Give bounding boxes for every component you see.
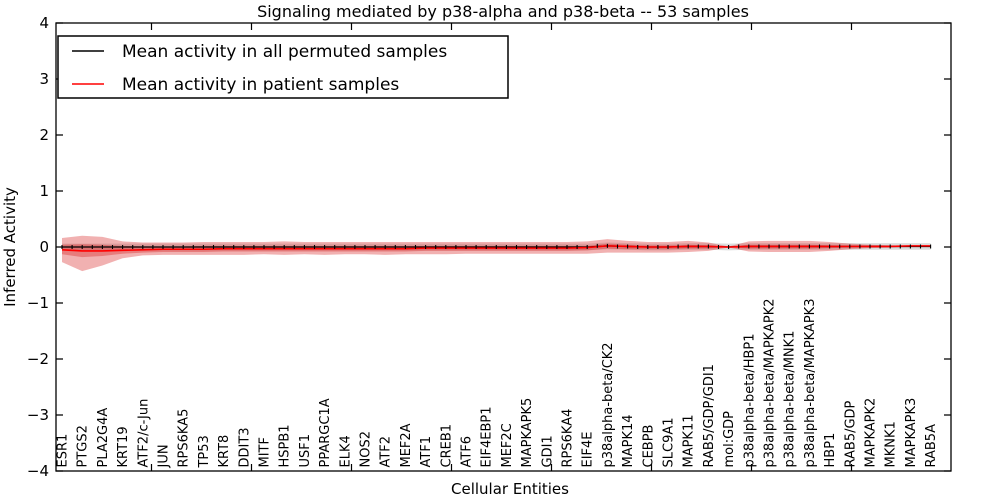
y-tick-label: −4 xyxy=(27,462,49,480)
x-category-label: MAPK14 xyxy=(621,414,636,467)
y-tick-label: 3 xyxy=(39,70,49,88)
x-category-label: ATF2 xyxy=(379,436,394,468)
patient-band-outer xyxy=(62,235,931,272)
x-category-label: RPS6KA4 xyxy=(561,409,576,468)
x-category-label: ELK4 xyxy=(338,435,353,467)
chart-title: Signaling mediated by p38-alpha and p38-… xyxy=(257,2,749,21)
y-tick-label: 4 xyxy=(39,14,49,32)
y-tick-label: −2 xyxy=(27,350,49,368)
y-axis-label: Inferred Activity xyxy=(1,187,19,307)
x-category-label: PTGS2 xyxy=(76,425,91,467)
x-category-label: PPARGC1A xyxy=(318,398,333,467)
x-category-label: MEF2A xyxy=(399,423,414,467)
x-category-label: RAB5A xyxy=(924,424,939,468)
x-category-label: GDI1 xyxy=(540,435,555,467)
x-axis-label: Cellular Entities xyxy=(451,480,569,498)
y-tick-label: −1 xyxy=(27,294,49,312)
x-category-label: MAPKAPK2 xyxy=(864,398,879,468)
x-category-label: ESR1 xyxy=(56,434,71,468)
x-category-label: p38alpha-beta/MAPKAPK2 xyxy=(763,299,778,468)
x-category-label: p38alpha-beta/MAPKAPK3 xyxy=(803,299,818,468)
x-category-label: CEBPB xyxy=(641,425,656,468)
x-category-label: SLC9A1 xyxy=(662,417,677,467)
x-category-label: PLA2G4A xyxy=(96,408,111,468)
legend-patient-label: Mean activity in patient samples xyxy=(122,75,399,95)
x-category-label: ATF6 xyxy=(460,436,475,468)
y-tick-label: −3 xyxy=(27,406,49,424)
y-tick-label: 1 xyxy=(39,182,49,200)
x-category-label: MAPK11 xyxy=(682,414,697,467)
x-category-label: HBP1 xyxy=(823,433,838,468)
y-tick-label: 0 xyxy=(39,238,49,256)
x-category-label: p38alpha-beta/HBP1 xyxy=(742,333,757,467)
legend: Mean activity in all permuted samples Me… xyxy=(57,35,509,99)
x-category-label: MAPKAPK3 xyxy=(904,398,919,468)
x-category-label: JUN xyxy=(157,444,172,468)
x-category-label: KRT19 xyxy=(116,426,131,467)
x-category-label: MITF xyxy=(258,437,273,467)
y-axis-tick-labels: −4 −3 −2 −1 0 1 2 3 4 xyxy=(27,14,49,480)
legend-box xyxy=(57,35,509,99)
x-category-label: MAPKAPK5 xyxy=(520,398,535,468)
x-category-label: NOS2 xyxy=(359,431,374,467)
x-category-label: p38alpha-beta/MNK1 xyxy=(783,331,798,468)
x-category-label: p38alpha-beta/CK2 xyxy=(601,342,616,467)
x-category-label: ATF1 xyxy=(419,436,434,468)
axis-tick-marks xyxy=(56,22,951,472)
x-category-label: ATF2/c-Jun xyxy=(136,399,151,468)
x-category-label: mol:GDP xyxy=(722,411,737,468)
x-category-label: EIF4EBP1 xyxy=(480,406,495,467)
y-tick-label: 2 xyxy=(39,126,49,144)
x-category-label: RAB5/GDP/GDI1 xyxy=(702,364,717,467)
x-category-label: RAB5/GDP xyxy=(843,400,858,467)
x-category-label: TP53 xyxy=(197,435,212,468)
x-axis-category-labels: ESR1 PTGS2 PLA2G4A KRT19 ATF2/c-Jun JUN RPS6KA… xyxy=(56,299,940,469)
x-category-label: CREB1 xyxy=(439,424,454,468)
x-category-label: DDIT3 xyxy=(237,427,252,467)
x-category-label: USF1 xyxy=(298,434,313,468)
x-category-label: HSPB1 xyxy=(278,424,293,467)
x-category-label: EIF4E xyxy=(581,431,596,467)
x-category-label: MKNK1 xyxy=(884,421,899,467)
x-category-label: KRT8 xyxy=(217,435,232,468)
x-category-label: RPS6KA5 xyxy=(177,409,192,468)
x-category-label: MEF2C xyxy=(500,423,515,467)
legend-permuted-label: Mean activity in all permuted samples xyxy=(122,42,447,62)
